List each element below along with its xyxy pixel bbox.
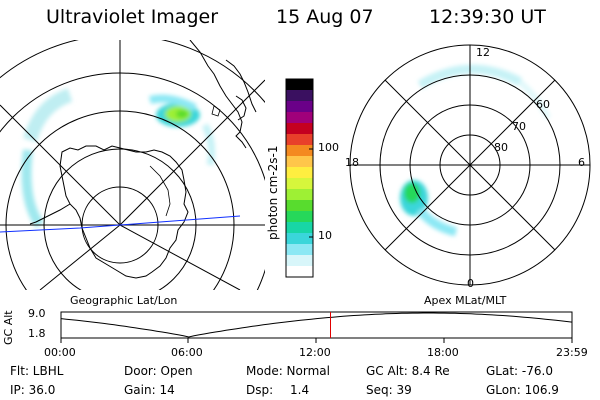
colorbar-segment xyxy=(286,233,313,245)
filter-status: Flt: LBHL xyxy=(10,364,64,378)
right-panel-caption: Apex MLat/MLT xyxy=(424,294,507,307)
aurora-emission-left xyxy=(21,88,216,228)
colorbar-segment xyxy=(286,211,313,223)
mlt-label-noon: 12 xyxy=(476,46,490,59)
altitude-ytick-max: 9.0 xyxy=(28,307,46,320)
colorbar-segment xyxy=(286,145,313,157)
australia-coastline xyxy=(189,40,247,149)
altitude-strip-ticks xyxy=(60,338,573,343)
ice-shelf-contour xyxy=(149,165,171,217)
left-panel-caption: Geographic Lat/Lon xyxy=(70,294,178,307)
colorbar-segment xyxy=(286,101,313,113)
antarctica-coastline xyxy=(59,145,189,279)
time-label: 12:39:30 UT xyxy=(429,6,546,28)
new-zealand-coastline xyxy=(235,95,247,121)
magnetic-polar-plot xyxy=(349,44,591,286)
altitude-xtick-0600: 06:00 xyxy=(171,346,203,359)
mlt-label-dawn: 6 xyxy=(578,156,585,169)
mlt-label-midnight: 0 xyxy=(467,277,474,290)
meridian-lines xyxy=(0,40,265,290)
colorbar-segment xyxy=(286,244,313,256)
altitude-xtick-2359: 23:59 xyxy=(556,346,588,359)
colorbar-frame xyxy=(285,78,314,278)
colorbar-segment xyxy=(286,79,313,91)
mlat-label-80: 80 xyxy=(494,141,508,154)
dsp-status-label: Dsp: xyxy=(246,383,274,397)
altitude-xtick-1800: 18:00 xyxy=(427,346,459,359)
ip-status: IP: 36.0 xyxy=(10,383,56,397)
gain-status: Gain: 14 xyxy=(124,383,175,397)
altitude-xtick-1200: 12:00 xyxy=(299,346,331,359)
date-label: 15 Aug 07 xyxy=(276,6,374,28)
altitude-strip-frame xyxy=(60,311,573,339)
mlt-meridians xyxy=(350,45,590,285)
mlt-label-dusk: 18 xyxy=(345,156,359,169)
altitude-curve xyxy=(60,312,573,338)
colorbar-segment xyxy=(286,167,313,179)
altitude-ytick-min: 1.8 xyxy=(28,327,46,340)
colorbar-segment xyxy=(286,255,313,267)
colorbar-unit-label: photon cm-2s-1 xyxy=(266,145,280,241)
colorbar-segment xyxy=(286,222,313,234)
glon-status: GLon: 106.9 xyxy=(486,383,559,397)
colorbar-segment xyxy=(286,123,313,135)
colorbar-tick-10: 10 xyxy=(318,229,332,242)
mode-status: Mode: Normal xyxy=(246,364,330,378)
geographic-map xyxy=(0,40,265,290)
colorbar-segment xyxy=(286,112,313,124)
color-bar xyxy=(285,78,314,278)
colorbar-segment xyxy=(286,156,313,168)
colorbar-segment xyxy=(286,90,313,102)
door-status: Door: Open xyxy=(124,364,193,378)
mlat-label-70: 70 xyxy=(512,120,526,133)
dsp-status-value: 1.4 xyxy=(290,383,310,397)
altitude-ylabel: GC Alt xyxy=(2,310,15,345)
mlat-label-60: 60 xyxy=(536,98,550,111)
satellite-track xyxy=(0,215,241,233)
antarctic-peninsula xyxy=(29,203,71,225)
colorbar-tick-100: 100 xyxy=(318,141,339,154)
sequence-status: Seq: 39 xyxy=(366,383,412,397)
gc-altitude-status: GC Alt: 8.4 Re xyxy=(366,364,450,378)
imager-title: Ultraviolet Imager xyxy=(46,6,219,28)
island-outline xyxy=(211,105,221,117)
tasmania-coastline xyxy=(225,59,257,113)
colorbar-segment xyxy=(286,200,313,212)
colorbar-segment xyxy=(286,134,313,146)
colorbar-segment xyxy=(286,266,313,278)
colorbar-segment xyxy=(286,178,313,190)
colorbar-segment xyxy=(286,189,313,201)
altitude-strip xyxy=(60,311,573,343)
altitude-xtick-0000: 00:00 xyxy=(44,346,76,359)
glat-status: GLat: -76.0 xyxy=(486,364,553,378)
aurora-emission-right xyxy=(400,64,551,237)
